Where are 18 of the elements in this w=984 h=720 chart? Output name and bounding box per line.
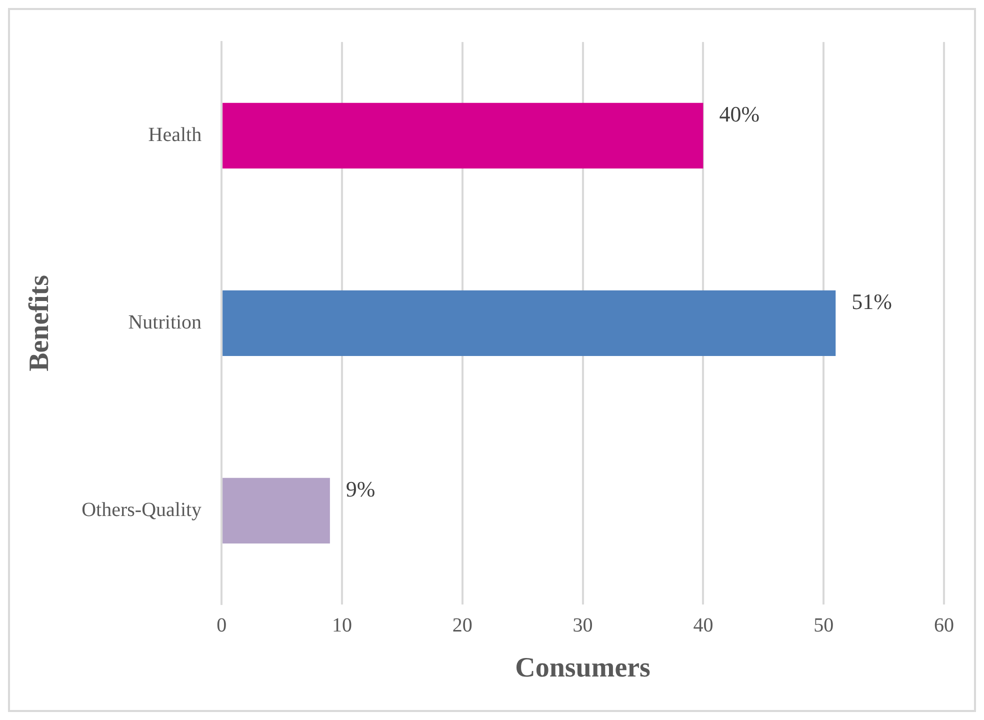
data-label: 40%: [719, 102, 760, 127]
x-tick-label: 10: [332, 614, 352, 637]
data-label: 9%: [346, 476, 376, 502]
x-tick-label: 60: [934, 614, 954, 637]
bar: [222, 102, 704, 169]
data-label: 51%: [852, 288, 892, 314]
y-tick-label: Nutrition: [128, 311, 202, 334]
x-tick-label: 20: [452, 614, 472, 637]
y-tick-label: Health: [148, 124, 202, 146]
x-tick-label: 0: [216, 614, 227, 637]
y-axis-title: Benefits: [24, 274, 56, 372]
x-tick-label: 40: [693, 614, 714, 637]
x-tick-label: 30: [572, 614, 593, 637]
y-tick-label: Others-Quality: [82, 498, 202, 521]
bar: [222, 290, 836, 356]
x-tick-label: 50: [814, 614, 834, 637]
x-axis-title: Consumers: [515, 652, 651, 684]
bar: [222, 478, 330, 544]
